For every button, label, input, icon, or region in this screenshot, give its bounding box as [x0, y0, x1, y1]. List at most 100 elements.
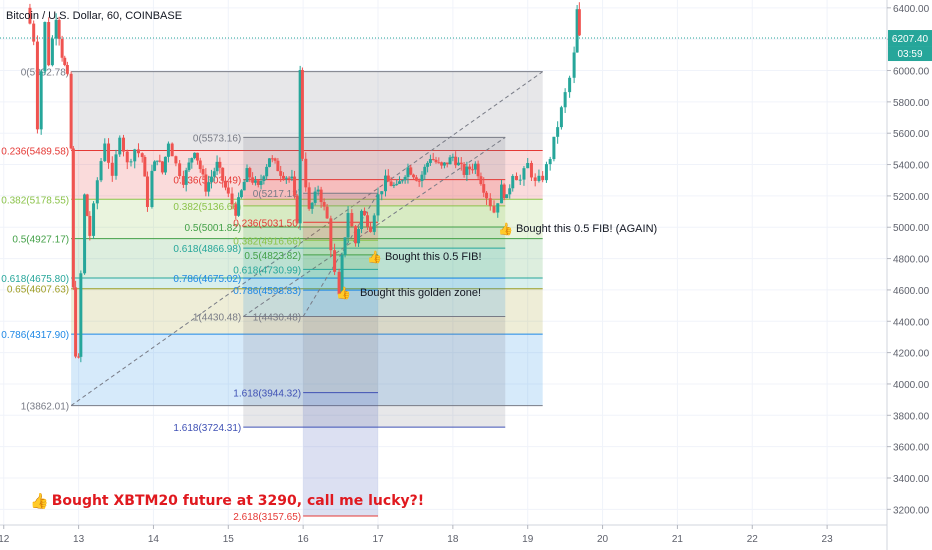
candle-body	[568, 77, 572, 93]
time-tick-label: 17	[372, 534, 384, 545]
candle-body	[451, 156, 455, 158]
annotation-text: Bought this golden zone!	[359, 287, 482, 299]
fib-medium: 0(5573.16) 0.236(5303.49) 0.382(5136.66) 0.…	[173, 133, 506, 434]
fib-level-label: 0.786(4598.83)	[233, 286, 301, 297]
fib-level-label: 1(4430.48)	[193, 312, 241, 323]
fib-small: 0(5217.13) 0.236(5031.50) 0.382(4916.66) 0.…	[233, 189, 379, 523]
fib-level-label: 0.618(4675.80)	[1, 274, 69, 285]
fib-level-label: 0.618(4866.98)	[173, 244, 241, 255]
price-tick-label: 5000.00	[893, 223, 930, 234]
candle-body	[143, 157, 147, 177]
candle-body	[442, 162, 446, 166]
candle-body	[259, 181, 263, 185]
candle-body	[63, 57, 67, 65]
time-tick-label: 12	[0, 534, 10, 545]
candle-body	[434, 159, 438, 163]
candle-body	[54, 19, 58, 39]
countdown-label: 03:59	[897, 49, 922, 60]
candle-body	[245, 168, 249, 182]
candle-body	[354, 226, 358, 244]
candle-body	[187, 162, 191, 171]
candle-body	[559, 107, 563, 128]
candle-body	[35, 41, 39, 130]
fib-level-label: 2.618(3157.65)	[233, 512, 301, 523]
candle-body	[170, 143, 174, 157]
candle-body	[563, 92, 567, 108]
fib-trend-line	[70, 71, 543, 406]
candle-body	[476, 163, 480, 177]
annotation-xbtm20[interactable]: 👍 Bought XBTM20 future at 3290, call me …	[30, 492, 424, 510]
candle-body	[304, 158, 308, 188]
fib-level-label: 0.236(5031.50)	[233, 218, 301, 229]
candle-body	[193, 152, 197, 159]
candle-body	[340, 254, 344, 295]
candle-body	[79, 273, 83, 357]
annotation-golden-zone[interactable]: 👍 Bought this golden zone!	[336, 286, 481, 300]
candle-body	[99, 161, 103, 181]
candle-body	[372, 215, 376, 232]
annotation-fib-05[interactable]: 👍 Bought this 0.5 FIB!	[367, 250, 482, 264]
candle-body	[174, 156, 178, 164]
fib-zone	[303, 240, 379, 255]
candle-body	[465, 166, 469, 175]
fib-level-label: 0(5573.16)	[193, 133, 241, 144]
candle-body	[212, 171, 216, 177]
price-tick-label: 6000.00	[893, 67, 930, 78]
candle-body	[223, 180, 227, 188]
price-tick-label: 4400.00	[893, 317, 930, 328]
fib-retracements: 0(5992.78)0.236(5489.58)0.382(5178.55)0.…	[1, 68, 543, 523]
candle-body	[414, 177, 418, 181]
candle-body	[500, 184, 504, 204]
candle-body	[293, 176, 297, 196]
candle-body	[207, 182, 211, 192]
annotation-text: Bought this 0.5 FIB!	[384, 251, 482, 263]
candle-body	[514, 175, 518, 181]
candle-body	[198, 160, 202, 170]
candle-body	[95, 180, 99, 204]
candle-body	[262, 176, 266, 182]
price-tick-label: 4000.00	[893, 380, 930, 391]
fib-zone	[71, 278, 543, 289]
fib-zone	[71, 288, 543, 335]
candle-body	[133, 149, 137, 162]
candle-body	[107, 143, 111, 163]
candle-body	[329, 218, 333, 251]
candle-body	[178, 163, 182, 177]
candle-body	[322, 202, 326, 207]
candle-body	[533, 177, 537, 181]
candle-body	[276, 160, 280, 172]
candle-body	[181, 176, 185, 185]
candle-body	[389, 181, 393, 186]
candle-body	[316, 189, 320, 192]
candle-body	[400, 180, 404, 182]
fib-zone	[71, 238, 543, 279]
candle-body	[440, 162, 444, 166]
candle-body	[267, 158, 271, 167]
candle-body	[129, 161, 133, 163]
price-tick-label: 6400.00	[893, 4, 930, 15]
candle-body	[295, 195, 299, 224]
candle-body	[505, 194, 509, 199]
candle-body	[471, 169, 475, 171]
fib-zone	[303, 290, 379, 317]
candle-body	[32, 23, 36, 42]
candle-body	[209, 176, 213, 183]
candle-body	[85, 194, 89, 216]
candle-body	[423, 166, 427, 175]
candle-body	[158, 160, 162, 162]
fib-level-label: 1.618(3724.31)	[173, 423, 241, 434]
candle-body	[155, 160, 159, 162]
candle-body	[431, 159, 435, 161]
candle-body	[445, 162, 449, 165]
candle-body	[65, 64, 69, 74]
candle-body	[184, 170, 188, 185]
candle-body	[114, 154, 118, 176]
fib-zone	[243, 248, 506, 279]
annotation-fib-again[interactable]: 👍 Bought this 0.5 FIB! (AGAIN)	[498, 222, 657, 236]
time-tick-label: 18	[447, 534, 459, 545]
candle-body	[572, 52, 576, 78]
price-tick-label: 4600.00	[893, 286, 930, 297]
candle-body	[462, 164, 466, 175]
